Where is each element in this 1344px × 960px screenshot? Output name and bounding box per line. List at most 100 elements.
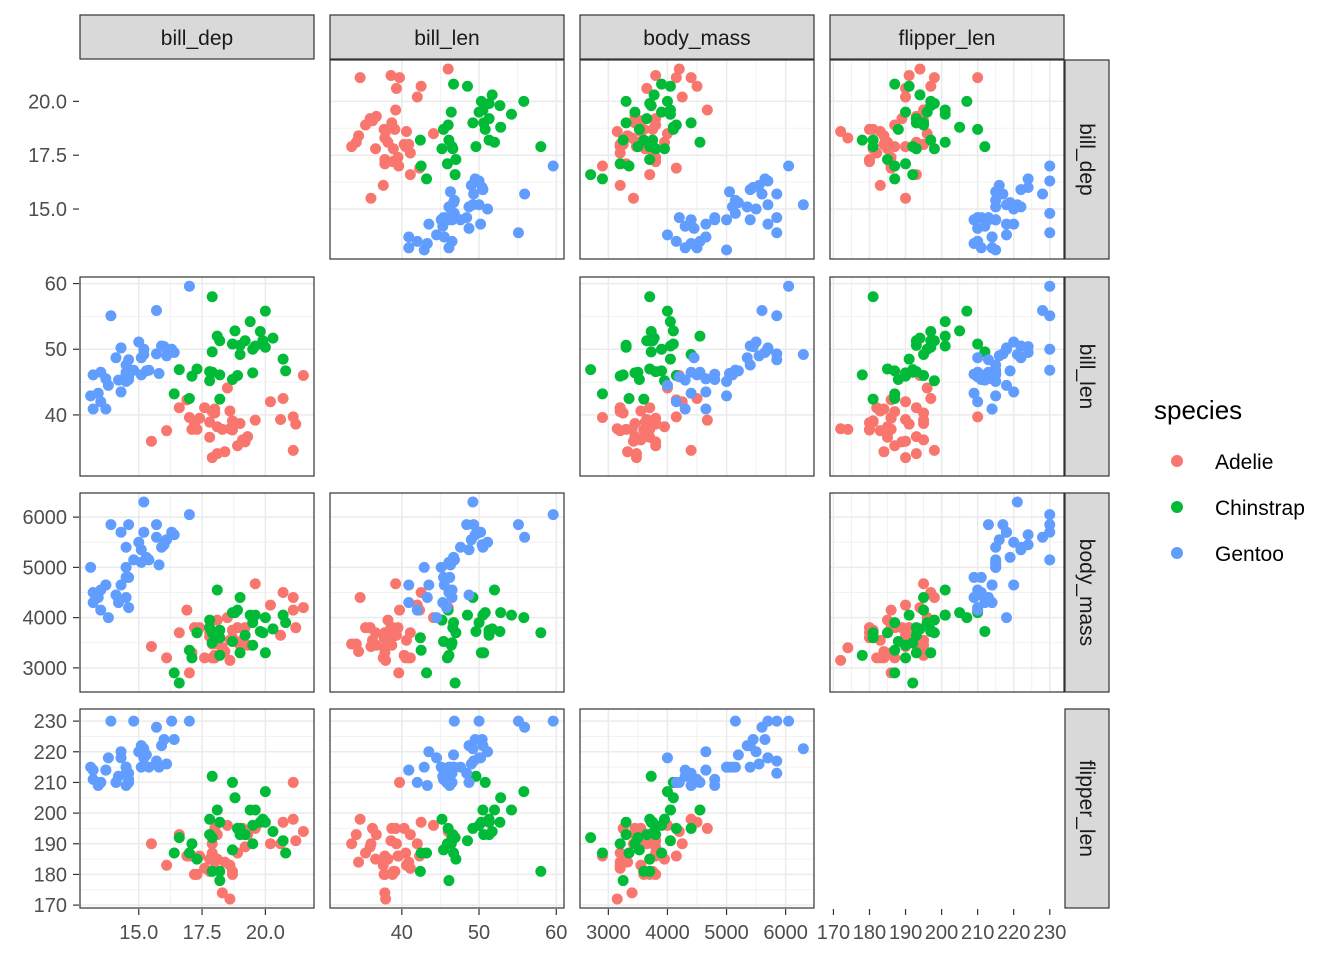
legend-key-gentoo [1171, 547, 1183, 559]
data-point-chinstrap [229, 792, 241, 804]
data-point-adelie [232, 622, 244, 634]
data-point-gentoo [700, 373, 712, 385]
data-point-chinstrap [939, 108, 951, 120]
data-point-chinstrap [259, 786, 271, 798]
data-point-gentoo [403, 231, 415, 243]
data-point-adelie [377, 652, 389, 664]
data-point-gentoo [403, 764, 415, 776]
data-point-gentoo [709, 780, 721, 792]
panel-body_mass-vs-bill_len [329, 492, 565, 693]
data-point-gentoo [771, 227, 783, 239]
data-point-gentoo [986, 231, 998, 243]
data-point-gentoo [1000, 379, 1012, 391]
data-point-gentoo [156, 740, 168, 752]
data-point-gentoo [437, 220, 449, 232]
data-point-chinstrap [254, 326, 266, 338]
data-point-gentoo [115, 579, 127, 591]
data-point-gentoo [797, 199, 809, 211]
data-point-chinstrap [479, 607, 491, 619]
data-point-adelie [386, 117, 398, 129]
x-tick-label: 3000 [586, 922, 631, 944]
data-point-chinstrap [244, 316, 256, 328]
x-tick-label: 6000 [763, 922, 808, 944]
data-point-gentoo [431, 612, 443, 624]
data-point-gentoo [670, 235, 682, 247]
data-point-chinstrap [191, 853, 203, 865]
data-point-chinstrap [206, 291, 218, 303]
data-point-gentoo [463, 222, 475, 234]
data-point-gentoo [123, 602, 135, 614]
data-point-gentoo [1004, 551, 1016, 563]
data-point-adelie [403, 856, 415, 868]
data-point-adelie [627, 192, 639, 204]
data-point-gentoo [968, 387, 980, 399]
data-point-gentoo [168, 734, 180, 746]
data-point-gentoo [797, 743, 809, 755]
data-point-gentoo [95, 396, 107, 408]
data-point-chinstrap [907, 169, 919, 181]
data-point-chinstrap [226, 338, 238, 350]
data-point-chinstrap [614, 370, 626, 382]
data-point-gentoo [100, 764, 112, 776]
data-point-chinstrap [918, 348, 930, 360]
data-point-chinstrap [461, 835, 473, 847]
data-point-gentoo [448, 207, 460, 219]
data-point-chinstrap [694, 136, 706, 148]
data-point-adelie [385, 70, 397, 82]
data-point-gentoo [968, 214, 980, 226]
data-point-chinstrap [620, 829, 632, 841]
data-point-adelie [925, 393, 937, 405]
data-point-gentoo [135, 352, 147, 364]
data-point-adelie [209, 403, 221, 415]
data-point-chinstrap [186, 838, 198, 850]
data-point-gentoo [403, 597, 415, 609]
data-point-chinstrap [447, 143, 459, 155]
data-point-gentoo [709, 368, 721, 380]
data-point-gentoo [512, 227, 524, 239]
data-point-chinstrap [259, 341, 271, 353]
data-point-chinstrap [442, 119, 454, 131]
panel-flipper_len-vs-bill_dep [79, 708, 315, 909]
data-point-chinstrap [656, 365, 668, 377]
data-point-gentoo [128, 364, 140, 376]
data-point-gentoo [120, 561, 132, 573]
data-point-chinstrap [918, 604, 930, 616]
data-point-chinstrap [494, 816, 506, 828]
data-point-adelie [346, 838, 358, 850]
data-point-adelie [277, 587, 289, 598]
data-point-gentoo [750, 203, 762, 215]
data-point-gentoo [183, 509, 195, 521]
data-point-gentoo [1008, 336, 1020, 348]
data-point-gentoo [95, 604, 107, 616]
data-point-adelie [287, 813, 299, 825]
data-point-chinstrap [211, 330, 223, 342]
data-point-chinstrap [214, 649, 226, 661]
data-point-adelie [403, 138, 415, 150]
data-point-adelie [394, 776, 406, 788]
data-point-adelie [641, 838, 653, 850]
data-point-gentoo [443, 761, 455, 773]
data-point-adelie [415, 816, 427, 828]
data-point-adelie [638, 424, 650, 436]
data-point-gentoo [547, 509, 559, 521]
x-tick-label: 230 [1033, 922, 1066, 944]
data-point-gentoo [1044, 509, 1056, 521]
data-point-adelie [226, 868, 238, 880]
data-point-adelie [835, 423, 847, 435]
data-point-chinstrap [168, 667, 180, 679]
data-point-adelie [691, 80, 703, 92]
data-point-gentoo [1011, 496, 1023, 508]
data-point-chinstrap [244, 609, 256, 621]
data-point-adelie [386, 822, 398, 834]
data-point-gentoo [744, 761, 756, 773]
data-point-adelie [211, 421, 223, 433]
panel-border [79, 276, 315, 477]
data-point-gentoo [133, 336, 145, 348]
data-point-gentoo [741, 352, 753, 364]
data-point-adelie [370, 143, 382, 155]
data-point-chinstrap [889, 393, 901, 405]
data-point-chinstrap [249, 340, 261, 352]
x-tick-label: 40 [391, 922, 413, 944]
data-point-gentoo [150, 304, 162, 316]
data-point-chinstrap [226, 635, 238, 647]
